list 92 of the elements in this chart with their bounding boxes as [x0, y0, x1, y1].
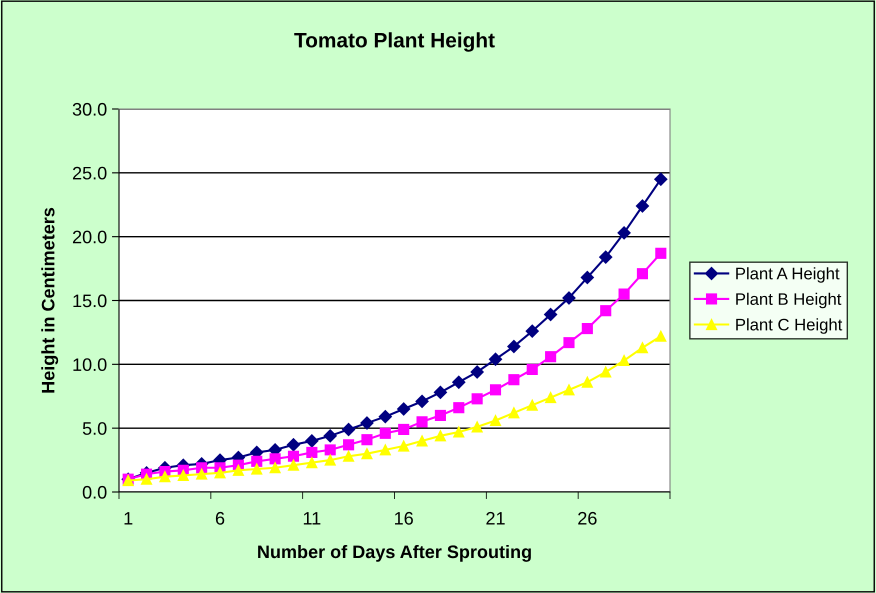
point — [343, 450, 354, 462]
point — [600, 305, 612, 316]
point — [360, 416, 374, 430]
point — [251, 463, 262, 475]
point — [416, 435, 428, 446]
point — [544, 308, 558, 322]
point — [655, 248, 666, 259]
point — [636, 268, 648, 280]
y-tick-label: 10.0 — [73, 358, 106, 372]
point — [618, 354, 630, 366]
point — [526, 324, 539, 338]
point — [286, 438, 300, 452]
point — [453, 402, 464, 414]
point — [655, 330, 666, 342]
x-tick-label: 21 — [486, 512, 505, 525]
point — [306, 457, 318, 468]
point — [324, 454, 336, 466]
point — [508, 407, 520, 418]
y-tick-label: 20.0 — [72, 230, 106, 244]
point — [140, 474, 152, 485]
point — [251, 456, 262, 467]
point — [526, 400, 538, 411]
point — [397, 402, 410, 416]
point — [490, 414, 502, 426]
chart-title: Tomato Plant Height — [294, 32, 495, 52]
y-tick-label: 0.0 — [82, 486, 106, 499]
y-tick-label: 30.0 — [72, 102, 106, 116]
point — [434, 386, 448, 400]
point — [526, 364, 538, 375]
point — [472, 421, 483, 432]
x-tick-label: 1 — [124, 512, 132, 525]
point — [288, 460, 300, 471]
x-axis-title: Number of Days After Sprouting — [258, 544, 531, 562]
point — [580, 270, 594, 284]
point — [178, 470, 189, 481]
x-tick-label: 26 — [578, 512, 597, 525]
point — [270, 453, 281, 464]
point — [545, 392, 556, 404]
point — [415, 394, 429, 408]
point — [617, 226, 631, 240]
point — [306, 446, 318, 458]
point — [343, 439, 354, 450]
point — [488, 352, 502, 366]
point — [599, 250, 612, 264]
point — [582, 323, 593, 334]
point — [380, 428, 391, 439]
point — [324, 429, 337, 442]
point — [490, 384, 502, 396]
x-tick-label: 16 — [395, 512, 413, 525]
point — [398, 424, 410, 435]
x-tick-label: 6 — [216, 512, 224, 525]
legend-label: Plant B Height — [736, 292, 842, 308]
point — [563, 337, 575, 348]
point — [342, 422, 356, 436]
point — [361, 448, 373, 460]
point — [434, 410, 446, 421]
y-tick-label: 15.0 — [73, 294, 106, 308]
point — [507, 340, 520, 354]
point — [232, 464, 244, 476]
point — [214, 467, 226, 478]
legend-label: Plant A Height — [736, 267, 840, 283]
point — [288, 450, 300, 462]
point — [470, 365, 484, 379]
point — [398, 440, 410, 452]
y-tick-label: 25.0 — [72, 166, 106, 180]
point — [361, 434, 373, 446]
point — [378, 410, 392, 424]
point — [380, 444, 391, 456]
point — [508, 374, 520, 386]
point — [305, 434, 318, 448]
point — [159, 471, 170, 482]
point — [600, 366, 612, 378]
point — [324, 444, 336, 456]
point — [636, 199, 650, 213]
point — [434, 430, 446, 442]
point — [582, 376, 593, 388]
point — [618, 288, 630, 300]
point — [472, 393, 483, 404]
point — [545, 351, 556, 362]
point — [196, 468, 208, 480]
legend-label: Plant C Height — [736, 318, 842, 334]
x-tick-label: 11 — [304, 512, 320, 525]
point — [270, 462, 281, 474]
y-axis-title: Height in Centimeters — [41, 208, 58, 393]
point — [562, 291, 576, 305]
point — [452, 376, 466, 389]
point — [416, 416, 428, 428]
point — [636, 342, 648, 354]
point — [654, 172, 668, 186]
point — [563, 384, 575, 396]
point — [453, 426, 464, 438]
y-tick-label: 5.0 — [82, 422, 106, 435]
